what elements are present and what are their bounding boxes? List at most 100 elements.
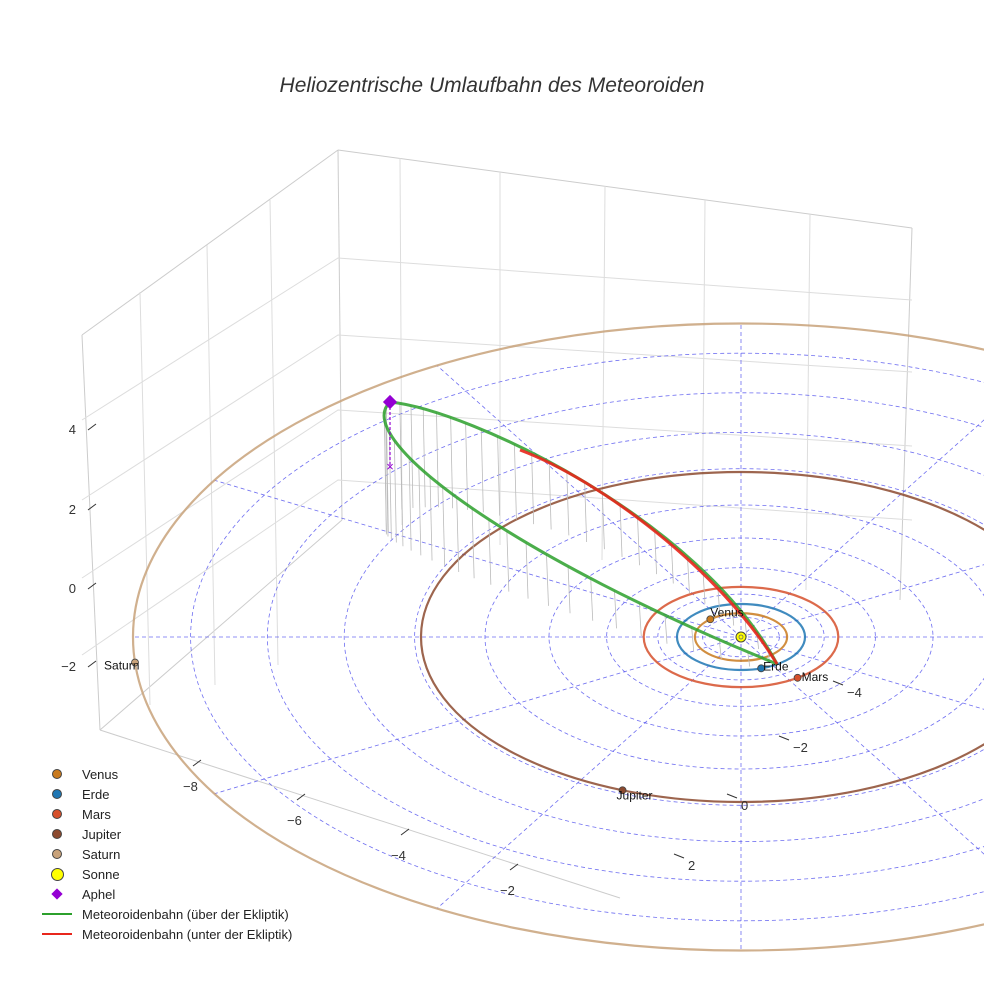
jupiter-marker (618, 786, 627, 795)
drop-line (410, 405, 414, 508)
legend-label: Mars (82, 806, 111, 822)
x-axis-tick (192, 759, 202, 767)
ecliptic-grid-radial (214, 636, 742, 795)
legend-symbol (40, 769, 74, 779)
drop-line (687, 556, 690, 594)
ecliptic-grid-radial (740, 419, 984, 638)
planet-orbits (132, 322, 984, 952)
legend-label: Venus (82, 766, 119, 782)
drop-line (408, 457, 412, 551)
legend-item[interactable]: Jupiter (40, 824, 292, 844)
legend: Venus Erde Mars Jupiter Saturn Sonne Aphel Mete… (40, 764, 292, 944)
drop-line (399, 403, 403, 510)
drop-lines (383, 403, 770, 667)
legend-swatch (52, 789, 62, 799)
z-axis-tick (87, 503, 97, 511)
x-axis-tick (296, 793, 306, 801)
legend-symbol (40, 789, 74, 799)
drop-line (514, 444, 517, 520)
drop-line (590, 578, 594, 621)
aphel-projection-marker: × (386, 459, 394, 474)
legend-item[interactable]: Venus (40, 764, 292, 784)
wall-gridline (206, 244, 216, 686)
wall-gridline (81, 479, 913, 656)
axis-box (81, 149, 913, 899)
meteoroid-orbit-above (382, 400, 778, 666)
ecliptic-grid-radial (436, 636, 742, 909)
z-axis-tick-label: −2 (61, 659, 76, 674)
drop-line (747, 651, 751, 667)
drop-line (584, 481, 588, 543)
y-axis-tick (832, 680, 844, 686)
markers: × Venus Erde Mars Jupiter Saturn (104, 394, 828, 802)
planet-label: Erde (763, 659, 789, 673)
y-axis-tick (726, 793, 738, 799)
planet-label: Saturn (104, 659, 139, 673)
wall-gridline (81, 257, 913, 421)
wall-gridline (139, 291, 151, 706)
drop-line (471, 508, 475, 579)
z-axis-tick (87, 582, 97, 590)
ecliptic-grid-circle (267, 392, 984, 882)
z-axis-tick-label: 0 (69, 581, 76, 596)
y-axis-tick-label: 2 (688, 858, 695, 873)
legend-item[interactable]: Aphel (40, 884, 292, 904)
legend-swatch (52, 849, 62, 859)
drop-line (619, 504, 623, 557)
legend-item[interactable]: Sonne (40, 864, 292, 884)
drop-line (531, 452, 535, 525)
ecliptic-grid-radial (436, 365, 742, 638)
z-axis-tick-label: 2 (69, 502, 76, 517)
drop-line (385, 424, 389, 537)
legend-symbol (40, 809, 74, 819)
drop-line (422, 408, 426, 508)
ecliptic-grid-radial (740, 564, 984, 638)
drop-line (418, 466, 422, 556)
drop-line (456, 497, 460, 573)
legend-swatch (52, 769, 62, 779)
legend-label: Aphel (82, 886, 116, 902)
wall-gridline (269, 199, 279, 666)
drop-line (567, 566, 571, 614)
axis-box-edge (337, 149, 913, 229)
drop-line (566, 471, 570, 536)
legend-item[interactable]: Meteoroidenbahn (über der Ekliptik) (40, 904, 292, 924)
drop-line (497, 436, 501, 516)
legend-swatch (52, 809, 62, 819)
legend-item[interactable]: Mars (40, 804, 292, 824)
meteoroid-orbit-above (389, 400, 779, 665)
wall-gridline (81, 409, 913, 579)
drop-line (488, 519, 492, 585)
drop-line (465, 422, 469, 510)
meteoroid-orbit-below (519, 448, 779, 665)
aphel-marker (382, 394, 398, 410)
drop-line (436, 412, 439, 508)
legend-label: Jupiter (82, 826, 122, 842)
drop-line (718, 639, 722, 660)
earth-marker (757, 664, 766, 673)
chart-title: Heliozentrische Umlaufbahn des Meteoroid… (279, 74, 705, 97)
legend-swatch (52, 829, 62, 839)
drop-line (702, 570, 706, 604)
legend-swatch (42, 933, 72, 935)
legend-item[interactable]: Saturn (40, 844, 292, 864)
orbit-mars (642, 585, 840, 689)
legend-label: Erde (82, 786, 110, 802)
drop-line (601, 493, 605, 550)
drop-line (691, 627, 695, 652)
legend-item[interactable]: Meteoroidenbahn (unter der Ekliptik) (40, 924, 292, 944)
legend-item[interactable]: Erde (40, 784, 292, 804)
axis-box-edge (81, 334, 101, 731)
planet-label: Jupiter (617, 788, 653, 802)
legend-symbol (40, 849, 74, 859)
sun-marker-core (738, 634, 744, 640)
drop-line (383, 418, 387, 535)
legend-symbol (40, 888, 74, 900)
x-axis-tick-label: −6 (287, 813, 302, 828)
ecliptic-grid (133, 323, 984, 951)
saturn-marker (131, 658, 139, 667)
axis-box-edge (99, 729, 621, 899)
legend-symbol (40, 913, 74, 915)
